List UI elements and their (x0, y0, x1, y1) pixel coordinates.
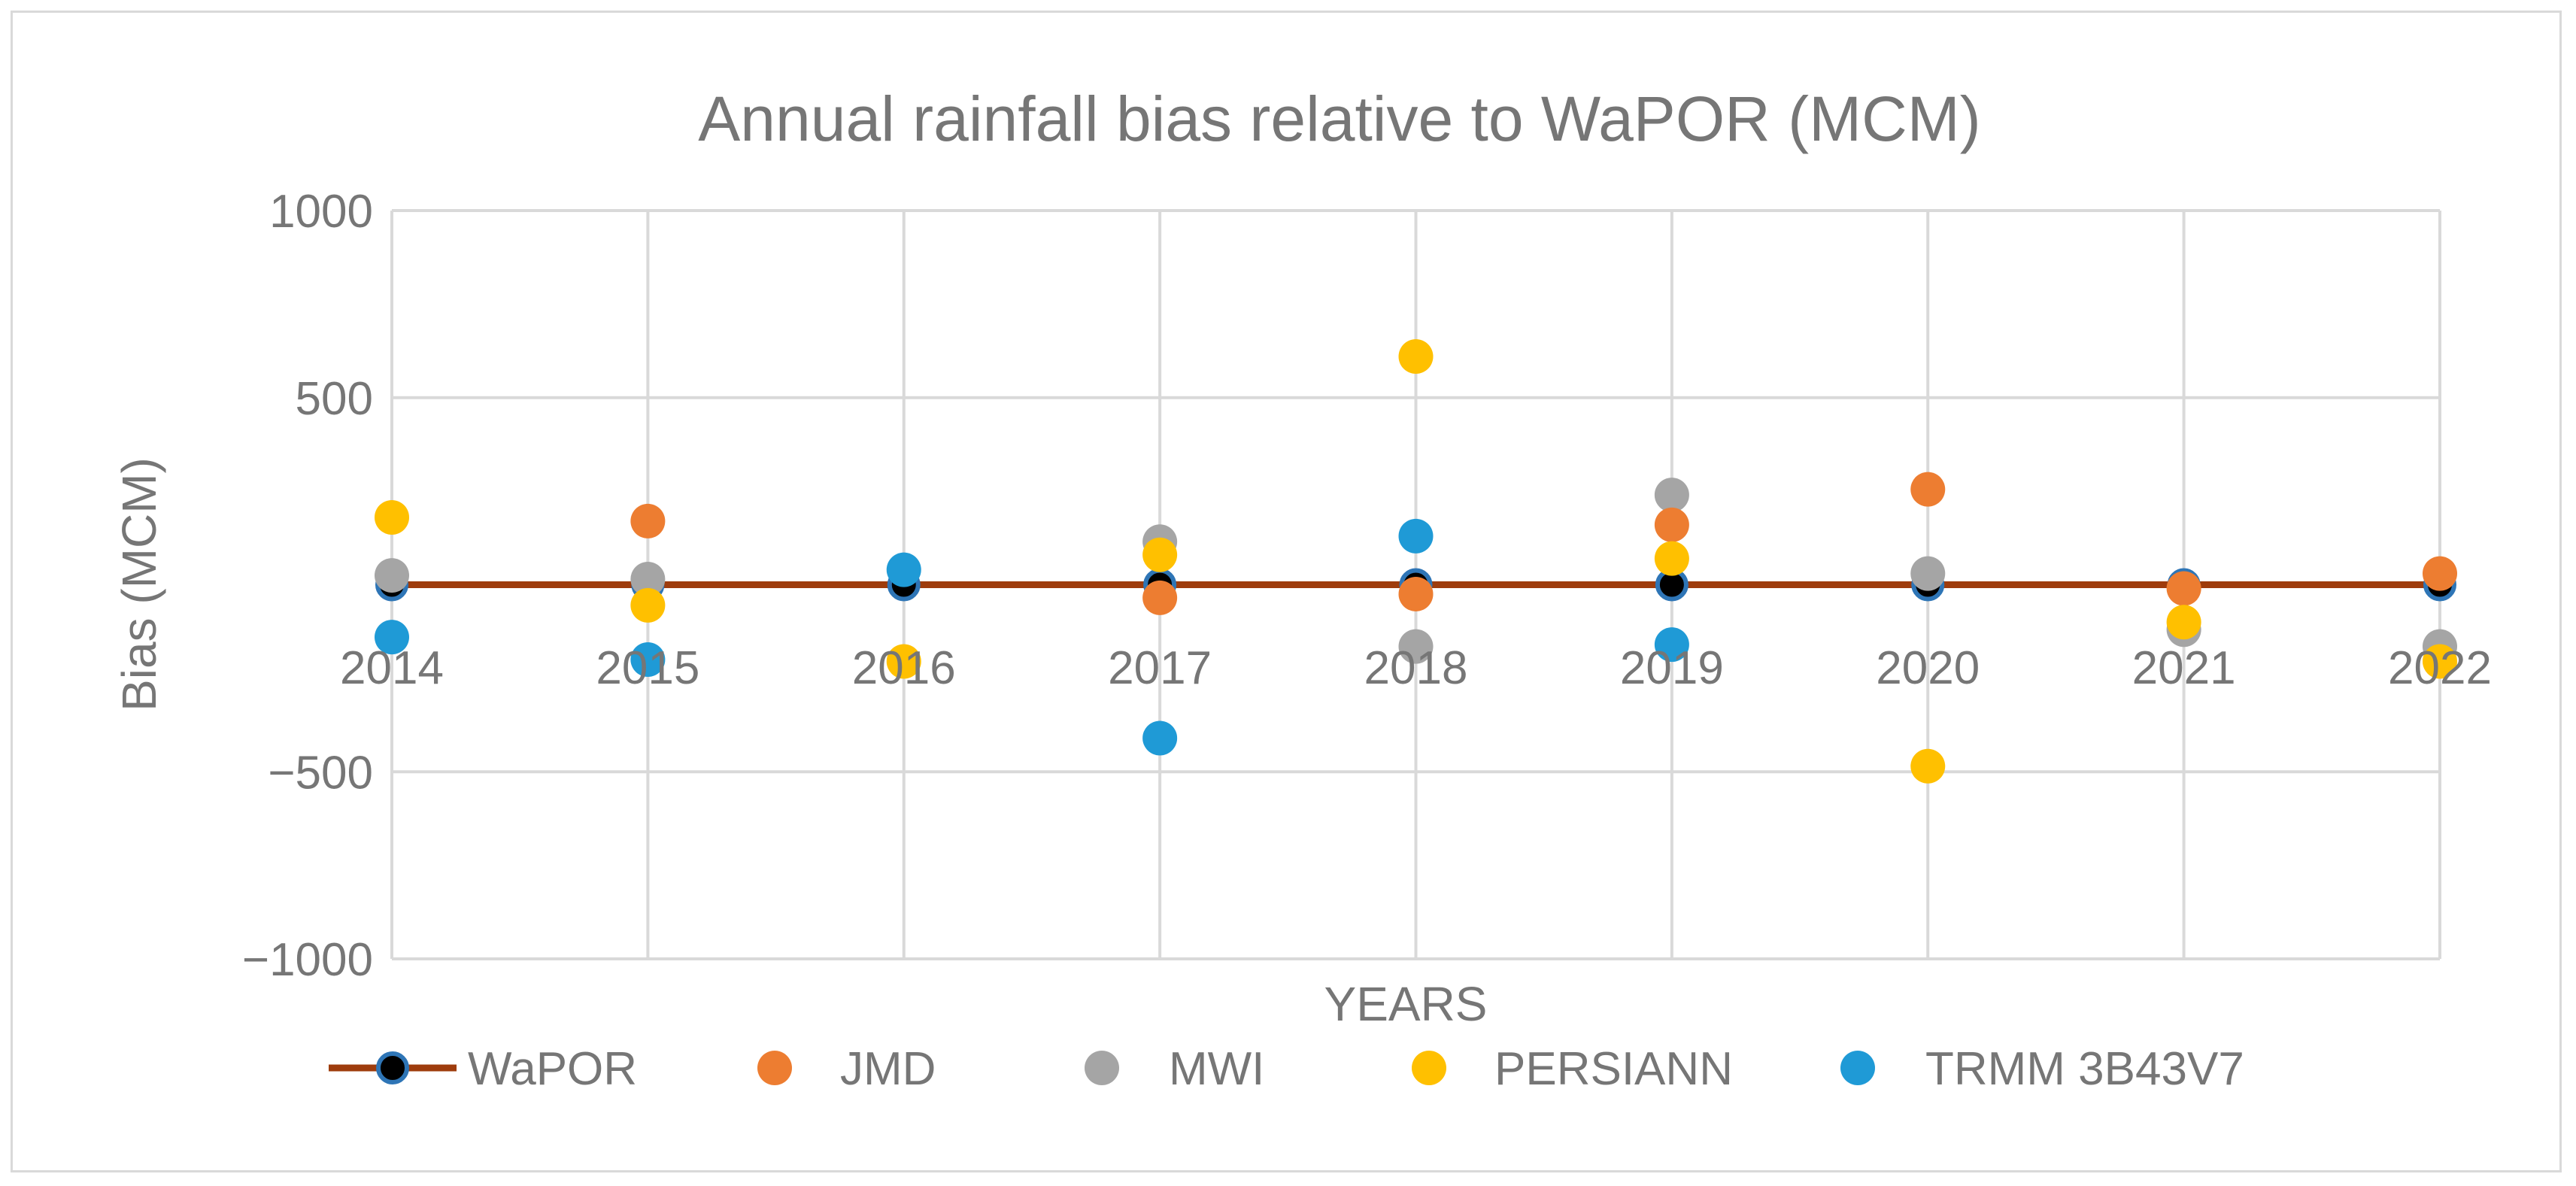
chart: 1000 500 −500 −1000 2014 2015 2016 2017 2018 201… (112, 83, 2492, 1095)
jmd-point (2166, 571, 2201, 606)
legend-mwi-marker (1085, 1051, 1119, 1085)
x-tick-label: 2018 (1364, 642, 1468, 694)
legend-wapor-marker (376, 1051, 409, 1084)
x-tick-label: 2021 (2132, 642, 2236, 694)
mwi-point (1654, 478, 1689, 513)
persiann-point (1398, 339, 1434, 375)
x-tick-label: 2014 (340, 642, 444, 694)
y-tick-label: −500 (268, 747, 373, 799)
legend-persiann-marker (1412, 1051, 1446, 1085)
x-tick-label: 2020 (1876, 642, 1980, 694)
persiann-point (1910, 748, 1946, 784)
legend-trmm-3b43v7-marker (1840, 1051, 1875, 1085)
jmd-point (630, 503, 666, 538)
mwi-point (375, 558, 409, 593)
trmm-3b43v7-point (886, 552, 921, 587)
x-tick-label: 2015 (596, 642, 699, 694)
persiann-point (375, 499, 409, 535)
persiann-point (1654, 541, 1689, 576)
jmd-point (1398, 576, 1434, 611)
legend-jmd-label: JMD (840, 1043, 936, 1095)
mwi-point (1398, 629, 1434, 664)
x-tick-label: 2017 (1108, 642, 1212, 694)
legend-trmm-3b43v7-label: TRMM 3B43V7 (1925, 1043, 2244, 1095)
trmm-3b43v7-point (1398, 518, 1434, 554)
persiann-point (2423, 644, 2457, 679)
mwi-point (1910, 556, 1946, 591)
legend-jmd-marker (757, 1051, 792, 1085)
persiann-point (886, 644, 921, 679)
legend-persiann-label: PERSIANN (1494, 1043, 1733, 1095)
legend-mwi-label: MWI (1169, 1043, 1264, 1095)
y-tick-label: −1000 (242, 934, 373, 986)
chart-title: Annual rainfall bias relative to WaPOR (… (698, 83, 1980, 154)
y-axis-label: Bias (MCM) (112, 457, 166, 711)
y-tick-label: 500 (296, 373, 373, 425)
jmd-point (1910, 472, 1946, 507)
jmd-point (2423, 556, 2457, 591)
trmm-3b43v7-point (375, 620, 409, 655)
persiann-point (2166, 605, 2201, 640)
x-tick-label: 2019 (1620, 642, 1724, 694)
trmm-3b43v7-point (630, 642, 666, 677)
trmm-3b43v7-point (1142, 720, 1178, 756)
persiann-point (1142, 537, 1178, 572)
legend-wapor-label: WaPOR (468, 1043, 637, 1095)
jmd-point (1654, 507, 1689, 542)
legend: WaPOR JMD MWI PERSIANN TRMM 3B43V7 (329, 1043, 2244, 1095)
mwi-point (630, 562, 666, 597)
trmm-3b43v7-point (1654, 627, 1689, 663)
y-tick-label: 1000 (269, 186, 373, 238)
x-tick-label: 2022 (2388, 642, 2492, 694)
x-axis-label: YEARS (1324, 977, 1488, 1031)
x-tick-label: 2016 (852, 642, 956, 694)
jmd-point (1142, 580, 1178, 615)
persiann-point (630, 587, 666, 623)
chart-frame: 1000 500 −500 −1000 2014 2015 2016 2017 2018 201… (11, 11, 2562, 1172)
